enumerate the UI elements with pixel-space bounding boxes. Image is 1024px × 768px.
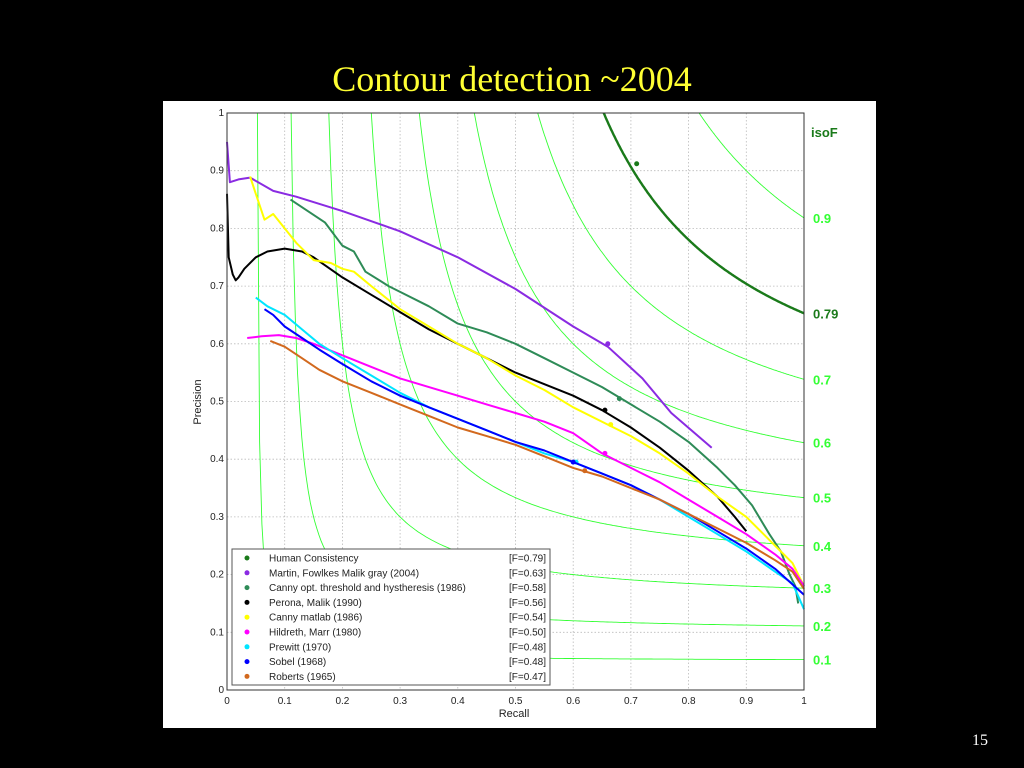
legend-f-score: [F=0.50] [509,628,546,639]
isof-curve [698,112,805,219]
isof-label: 0.4 [813,539,832,554]
series-marker [602,450,608,456]
legend-label: Human Consistency [269,554,358,565]
legend-label: Prewitt (1970) [269,642,331,653]
isof-title: isoF [811,125,838,140]
legend-f-score: [F=0.47] [509,672,546,683]
pr-chart: 0.10.20.30.40.50.60.70.790.9 0 0.1 0.2 0.3 0… [192,108,838,720]
series-marker [616,396,622,402]
legend-marker [244,570,250,576]
legend-marker [244,585,250,591]
isof-curve [473,112,805,444]
legend-f-score: [F=0.48] [509,657,546,668]
x-tick-label: 0.4 [451,696,465,707]
y-tick-label: 0.5 [210,397,224,408]
legend-f-score: [F=0.54] [509,613,546,624]
legend-f-score: [F=0.58] [509,583,546,594]
series-line [289,198,800,604]
x-tick-label: 1 [801,696,807,707]
legend-marker [244,555,250,561]
series-marker [602,407,608,413]
legend-label: Canny opt. threshold and hystheresis (19… [269,583,466,594]
y-tick-label: 0.8 [210,223,224,234]
legend-f-score: [F=0.79] [509,554,546,565]
y-tick-label: 0.3 [210,512,224,523]
series-line [269,339,805,590]
legend: Human Consistency [F=0.79] Martin, Fowlkes… [231,548,551,686]
x-tick-label: 0.8 [682,696,696,707]
x-tick-label: 0.5 [509,696,523,707]
isof-label: 0.6 [813,436,831,451]
legend-label: Martin, Fowlkes Malik gray (2004) [269,568,419,579]
isof-label: 0.2 [813,619,831,634]
tick-labels: 0 0.1 0.2 0.3 0.4 0.5 0.6 0.7 0.8 0.9 1 0 0.1 0.2 0.3 0… [210,108,807,707]
isof-curve [602,112,805,315]
y-tick-label: 0.9 [210,166,224,177]
x-tick-label: 0.3 [393,696,407,707]
series-line [263,308,805,596]
legend-label: Perona, Malik (1990) [269,598,362,609]
series-line [247,334,805,587]
y-tick-label: 0.4 [210,454,224,465]
y-tick-label: 1 [218,108,224,119]
page-number: 15 [972,732,988,749]
x-tick-label: 0.1 [278,696,292,707]
series-marker [605,341,611,347]
legend-label: Sobel (1968) [269,657,326,668]
y-tick-label: 0 [218,685,224,696]
x-tick-label: 0 [224,696,230,707]
series-line [249,176,805,587]
legend-marker [244,673,250,679]
axes-frame [226,112,805,691]
axes-box [226,112,805,691]
x-tick-label: 0.9 [739,696,753,707]
isof-curve [537,112,805,380]
legend-marker [244,599,250,605]
y-tick-label: 0.7 [210,281,224,292]
legend-marker [244,644,250,650]
isof-label: 0.5 [813,491,831,506]
isof-label: 0.9 [813,211,831,226]
legend-marker [244,614,250,620]
series-line [226,193,748,532]
isof-label: 0.1 [813,653,831,668]
isof-curve [370,112,805,547]
isof-label: 0.3 [813,581,831,596]
y-tick-label: 0.2 [210,570,224,581]
series-marker [570,459,576,465]
isof-curve [328,112,805,589]
series-marker [634,161,640,167]
legend-f-score: [F=0.63] [509,568,546,579]
isof-label: 0.7 [813,372,831,387]
x-tick-label: 0.7 [624,696,638,707]
x-axis-label: Recall [499,708,530,720]
x-tick-label: 0.6 [566,696,580,707]
y-tick-label: 0.1 [210,627,224,638]
legend-f-score: [F=0.56] [509,598,546,609]
series-marker [608,422,614,428]
legend-f-score: [F=0.48] [509,642,546,653]
series-marker [582,468,588,474]
legend-label: Canny matlab (1986) [269,613,362,624]
slide-title: Contour detection ~2004 [332,59,692,99]
y-tick-label: 0.6 [210,339,224,350]
isof-label: 0.79 [813,306,838,321]
series-lines [226,141,805,610]
x-tick-label: 0.2 [335,696,349,707]
legend-label: Hildreth, Marr (1980) [269,628,361,639]
series-line [226,141,713,449]
pr-chart-figure: 0.1 0.2 0.3 0.4 0.5 0.6 0.7 0.79 0.9 0 0.1 0.2 0.3 0… [163,101,876,728]
legend-label: Roberts (1965) [269,672,336,683]
legend-marker [244,629,250,635]
legend-marker [244,659,250,665]
y-axis-label: Precision [192,379,204,424]
